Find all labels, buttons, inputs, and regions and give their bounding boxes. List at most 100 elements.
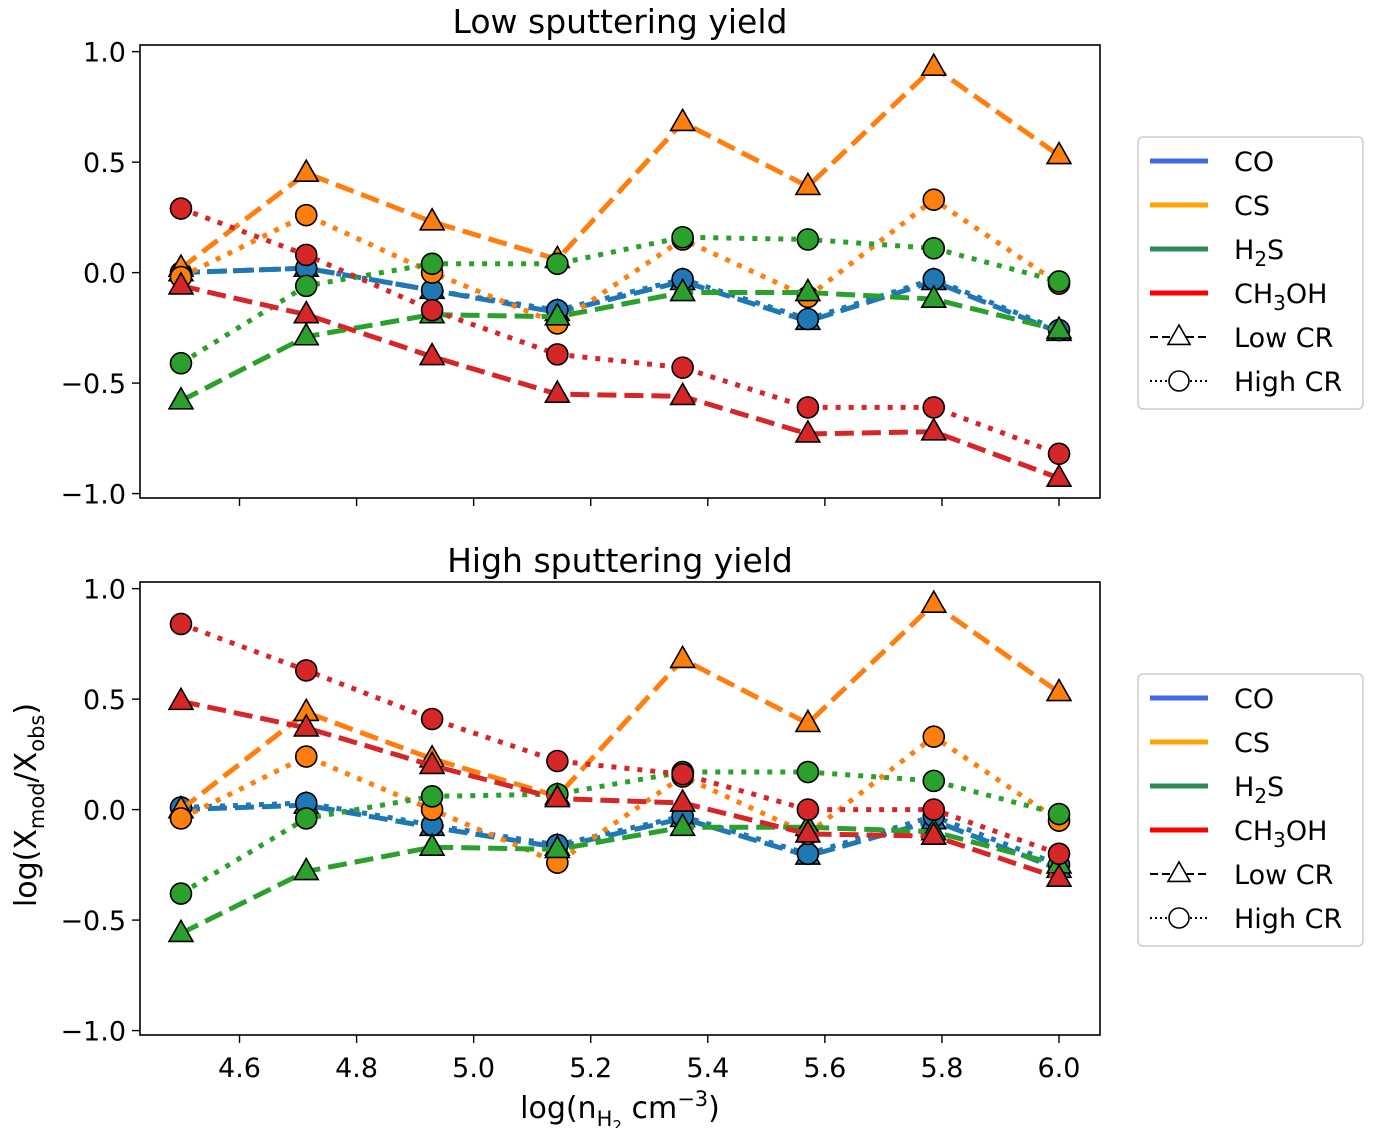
y-tick-label: 0.5 xyxy=(83,148,126,179)
data-point-circle xyxy=(796,396,820,419)
data-point-triangle xyxy=(794,419,822,443)
legend-handle xyxy=(1150,860,1208,883)
legend-label: CO xyxy=(1234,684,1274,715)
data-point-circle xyxy=(796,842,820,866)
y-axis-ticks: −1.0 −0.5 0.0 0.5 1.0 xyxy=(60,575,140,1048)
data-point-circle xyxy=(420,707,444,731)
data-point-triangle xyxy=(167,386,195,410)
legend-handle xyxy=(1150,323,1208,346)
data-point-triangle xyxy=(292,158,320,183)
data-point-triangle xyxy=(418,341,446,366)
data-point-triangle xyxy=(794,819,822,843)
data-point-triangle xyxy=(794,708,822,733)
data-point-circle xyxy=(546,749,569,773)
legend-label: Low CR xyxy=(1234,323,1333,354)
y-tick-label: 0.5 xyxy=(83,685,126,716)
x-axis-ticks xyxy=(238,498,1060,506)
data-point-triangle xyxy=(669,107,696,132)
x-tick-label: 6.0 xyxy=(1038,1053,1081,1084)
data-point-circle xyxy=(1047,270,1071,293)
data-point-triangle xyxy=(544,379,571,404)
data-point-triangle xyxy=(167,686,195,711)
series-line xyxy=(180,283,1060,481)
legend-label: CH3OH xyxy=(1234,816,1327,852)
legend-label: Low CR xyxy=(1234,860,1333,891)
data-point-triangle xyxy=(292,713,320,737)
panel-high-sputtering: High sputtering yield −1.0−0.50.00.51.0 … xyxy=(60,541,1101,1084)
legend: CO CS H2S CH3OH Low CR High CR xyxy=(1137,673,1364,947)
data-point-triangle xyxy=(920,417,948,441)
series-ch3oh-low-cr xyxy=(167,271,1073,487)
data-point-triangle xyxy=(167,271,195,295)
data-point-circle xyxy=(294,745,318,768)
data-point-circle xyxy=(922,396,946,419)
y-tick-label: 0.0 xyxy=(83,796,126,827)
y-axis-label: log(Xmod/Xobs) xyxy=(9,703,49,907)
data-point-triangle xyxy=(920,589,948,613)
y-tick-label: −1.0 xyxy=(60,1017,126,1048)
series-line xyxy=(180,621,1060,857)
data-point-circle xyxy=(922,798,946,821)
data-point-triangle xyxy=(418,750,446,775)
data-point-circle xyxy=(294,203,318,227)
y-tick-label: −0.5 xyxy=(60,369,126,400)
data-point-circle xyxy=(671,356,694,379)
data-point-triangle xyxy=(544,302,571,326)
data-point-triangle xyxy=(544,834,571,859)
x-tick-label: 4.8 xyxy=(335,1053,378,1084)
legend-label: High CR xyxy=(1234,367,1342,398)
data-point-triangle xyxy=(1045,315,1073,339)
data-point-circle xyxy=(796,307,820,331)
data-point-circle xyxy=(796,760,820,784)
data-point-circle xyxy=(546,343,569,366)
data-point-circle xyxy=(169,612,193,636)
data-point-circle xyxy=(922,188,946,211)
data-point-circle xyxy=(420,298,444,322)
x-tick-label: 5.6 xyxy=(803,1053,846,1084)
data-point-circle xyxy=(169,882,193,905)
data-point-circle xyxy=(671,762,694,786)
data-point-circle xyxy=(420,252,444,276)
data-point-triangle xyxy=(920,821,948,845)
data-point-triangle xyxy=(794,277,822,302)
series-ch3oh-low-cr xyxy=(167,686,1073,887)
legend: CO CS H2S CH3OH Low CR High CR xyxy=(1137,136,1364,410)
series-ch3oh-high-cr xyxy=(169,197,1071,466)
data-point-circle xyxy=(1047,802,1071,826)
y-tick-label: −1.0 xyxy=(60,480,126,511)
data-point-circle xyxy=(546,252,569,276)
legend-label: CS xyxy=(1234,728,1270,759)
series-line xyxy=(179,733,1061,866)
data-point-circle xyxy=(1047,842,1071,866)
data-point-circle xyxy=(1047,442,1071,466)
series-line xyxy=(180,800,1060,868)
data-point-circle xyxy=(169,807,193,830)
data-point-circle xyxy=(420,785,444,808)
panel-title: High sputtering yield xyxy=(447,541,793,580)
data-point-triangle xyxy=(1045,140,1073,165)
data-point-triangle xyxy=(669,812,696,837)
data-point-circle xyxy=(294,243,318,267)
series-line xyxy=(180,265,1060,333)
data-point-triangle xyxy=(418,832,446,857)
x-tick-label: 5.8 xyxy=(920,1053,963,1084)
data-point-triangle xyxy=(1045,463,1073,487)
data-point-triangle xyxy=(920,284,948,308)
plot-area xyxy=(167,52,1073,487)
series-line xyxy=(179,289,1060,403)
plot-area xyxy=(167,589,1073,943)
legend-label: H2S xyxy=(1234,772,1284,808)
legend-label: High CR xyxy=(1234,904,1342,935)
data-point-triangle xyxy=(794,171,822,196)
y-tick-label: −0.5 xyxy=(60,906,126,937)
legend-label: H2S xyxy=(1234,235,1284,271)
legend-handle xyxy=(1150,370,1208,392)
series-line xyxy=(179,769,1060,896)
data-point-triangle xyxy=(1045,677,1073,702)
data-point-circle xyxy=(169,351,193,375)
y-tick-label: 1.0 xyxy=(83,575,126,606)
legend-handle xyxy=(1150,907,1208,929)
series-line xyxy=(179,600,1061,812)
legend-label: CH3OH xyxy=(1234,279,1327,315)
